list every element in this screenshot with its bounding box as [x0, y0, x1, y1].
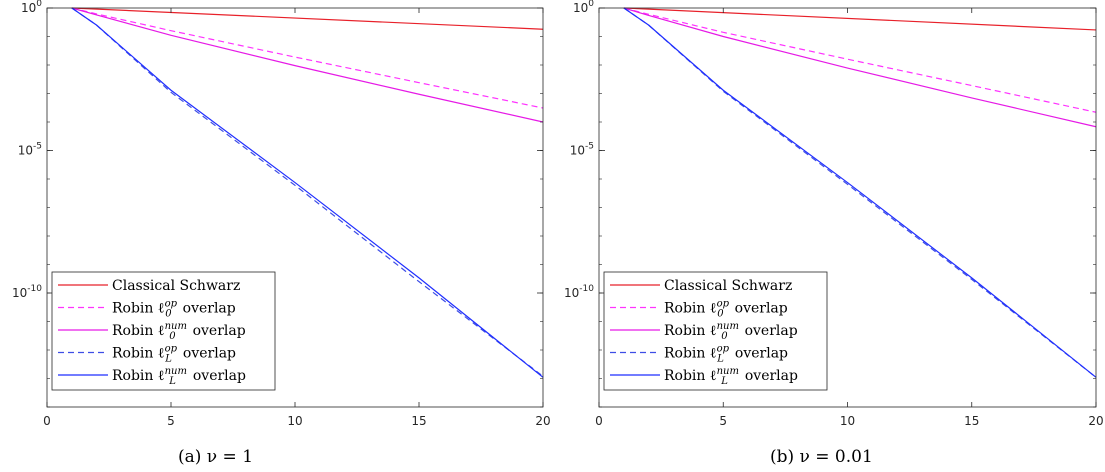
- series-line-3: [71, 7, 544, 123]
- y-tick-label: 10-10: [564, 284, 594, 300]
- y-tick-label: 100: [21, 0, 42, 15]
- y-tick-exponent: -10: [579, 284, 594, 294]
- legend-label-text: Robin ℓ: [112, 323, 165, 339]
- legend-label-2: Robin ℓop 0 overlap: [112, 299, 236, 320]
- legend-label-text: Robin ℓ: [664, 368, 717, 384]
- legend-label-text: Classical Schwarz: [664, 278, 792, 294]
- legend-label-4: Robin ℓop L overlap: [112, 344, 236, 365]
- y-tick-label: 10-10: [12, 284, 42, 300]
- legend-label-2: Robin ℓop 0 overlap: [664, 299, 788, 320]
- series-line-1: [71, 7, 544, 30]
- y-tick-exponent: -5: [585, 142, 594, 152]
- legend-label-5: Robin ℓnum L overlap: [112, 366, 246, 387]
- y-tick-base: 10: [573, 1, 588, 15]
- legend-label-1: Classical Schwarz: [664, 278, 792, 294]
- legend-label-sup: op: [717, 299, 730, 310]
- legend-label-sub: L: [720, 376, 728, 387]
- series-line-5: [623, 7, 1097, 378]
- legend-label-3: Robin ℓnum 0 overlap: [112, 321, 246, 342]
- panel-caption: (b) ν = 0.01: [770, 447, 873, 467]
- legend-label-post: overlap: [740, 368, 798, 384]
- y-tick-base: 10: [570, 144, 585, 158]
- series-line-5: [71, 7, 544, 378]
- legend-label-3: Robin ℓnum 0 overlap: [664, 321, 798, 342]
- legend-label-text: Robin ℓ: [112, 368, 165, 384]
- legend-label-text: Robin ℓ: [664, 346, 717, 362]
- x-tick-label: 10: [840, 414, 855, 428]
- legend-label-post: overlap: [188, 323, 246, 339]
- legend-label-5: Robin ℓnum L overlap: [664, 366, 798, 387]
- x-tick-label: 15: [964, 414, 979, 428]
- y-tick-base: 10: [21, 1, 36, 15]
- y-tick-base: 10: [564, 286, 579, 300]
- legend-label-1: Classical Schwarz: [112, 278, 240, 294]
- legend-label-sub: 0: [717, 309, 724, 320]
- legend-label-post: overlap: [740, 323, 798, 339]
- y-tick-label: 100: [573, 0, 594, 15]
- y-tick-exponent: -10: [27, 284, 42, 294]
- series-line-2: [71, 7, 544, 109]
- x-tick-label: 5: [167, 414, 175, 428]
- panel-caption: (a) ν = 1: [178, 447, 253, 467]
- legend-label-post: overlap: [178, 346, 236, 362]
- legend-label-sup: num: [717, 366, 739, 377]
- y-tick-exponent: -5: [33, 142, 42, 152]
- legend-label-sub: L: [168, 376, 176, 387]
- legend-label-sup: num: [165, 321, 187, 332]
- legend-label-sup: op: [165, 344, 178, 355]
- legend-label-post: overlap: [178, 301, 236, 317]
- x-tick-label: 0: [595, 414, 603, 428]
- legend-label-sup: num: [165, 366, 187, 377]
- y-tick-base: 10: [18, 144, 33, 158]
- legend-label-text: Robin ℓ: [112, 301, 165, 317]
- legend-label-sub: 0: [165, 309, 172, 320]
- legend-label-post: overlap: [188, 368, 246, 384]
- legend-label-sub: L: [164, 354, 172, 365]
- series-line-1: [623, 7, 1097, 31]
- legend-label-sub: L: [716, 354, 724, 365]
- y-tick-label: 10-5: [18, 142, 42, 158]
- y-tick-exponent: 0: [36, 0, 42, 9]
- legend-label-sup: num: [717, 321, 739, 332]
- legend-label-text: Classical Schwarz: [112, 278, 240, 294]
- series-line-3: [623, 7, 1097, 128]
- x-tick-label: 5: [719, 414, 727, 428]
- x-tick-label: 20: [535, 414, 550, 428]
- x-tick-label: 0: [43, 414, 51, 428]
- legend-label-text: Robin ℓ: [112, 346, 165, 362]
- x-tick-label: 10: [287, 414, 302, 428]
- y-tick-label: 10-5: [570, 142, 594, 158]
- legend-label-post: overlap: [730, 346, 788, 362]
- legend-box: [51, 271, 276, 391]
- legend-box: [603, 271, 828, 391]
- legend-label-text: Robin ℓ: [664, 323, 717, 339]
- legend-label-text: Robin ℓ: [664, 301, 717, 317]
- legend-label-sup: op: [165, 299, 178, 310]
- x-tick-label: 15: [411, 414, 426, 428]
- legend-label-sup: op: [717, 344, 730, 355]
- legend-label-4: Robin ℓop L overlap: [664, 344, 788, 365]
- x-tick-label: 20: [1088, 414, 1103, 428]
- y-tick-exponent: 0: [588, 0, 594, 9]
- legend-label-sub: 0: [721, 331, 728, 342]
- legend-label-post: overlap: [730, 301, 788, 317]
- legend-label-sub: 0: [169, 331, 176, 342]
- series-line-2: [623, 7, 1097, 113]
- y-tick-base: 10: [12, 286, 27, 300]
